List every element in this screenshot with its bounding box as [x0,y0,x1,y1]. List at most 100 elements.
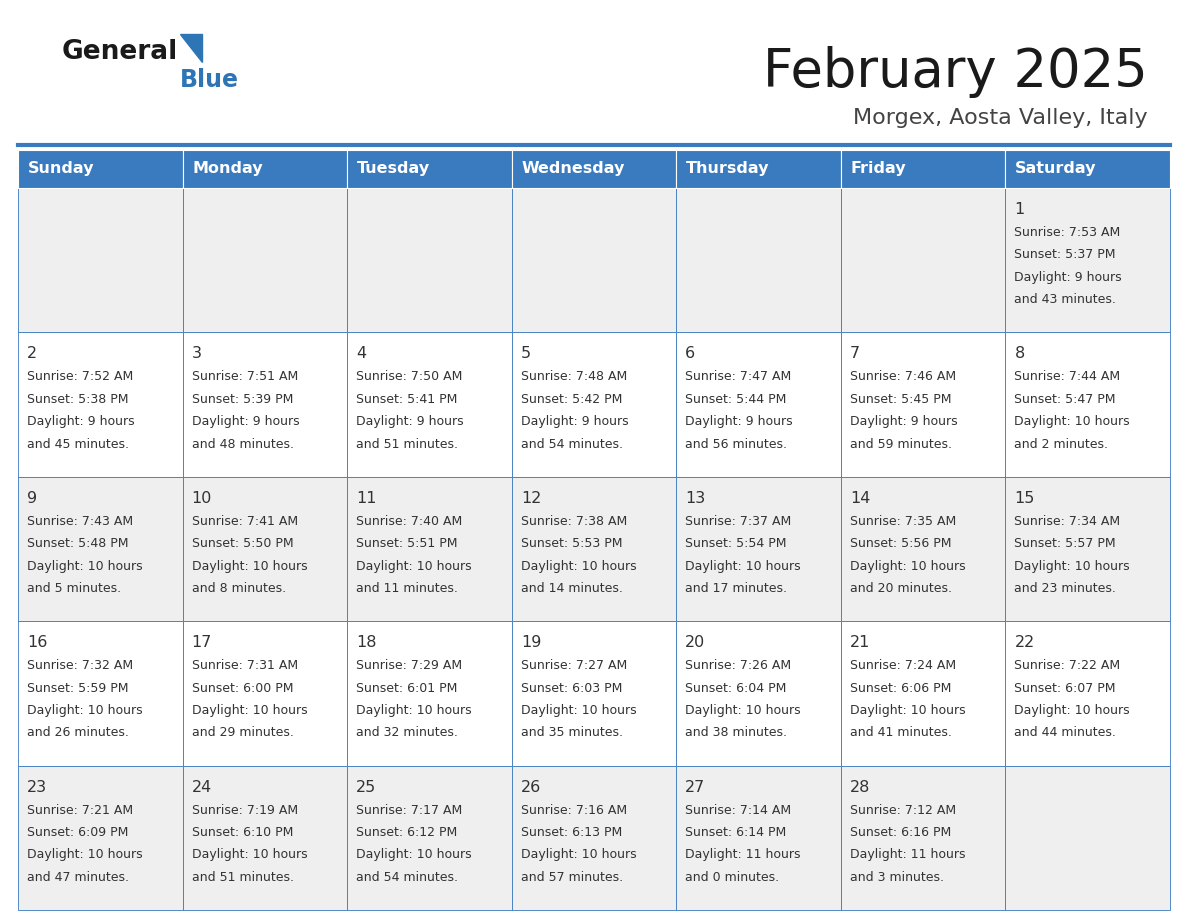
Bar [841,150,1005,188]
Text: Sunrise: 7:46 AM: Sunrise: 7:46 AM [849,370,956,384]
Bar [676,766,841,910]
Text: Sunset: 6:03 PM: Sunset: 6:03 PM [520,681,623,695]
Bar [347,766,512,910]
Text: Sunrise: 7:17 AM: Sunrise: 7:17 AM [356,803,462,817]
Text: 12: 12 [520,491,542,506]
Text: Daylight: 10 hours: Daylight: 10 hours [356,848,472,861]
Text: Daylight: 9 hours: Daylight: 9 hours [520,415,628,428]
Bar [1005,150,1170,188]
Text: Daylight: 10 hours: Daylight: 10 hours [27,704,143,717]
Text: Daylight: 9 hours: Daylight: 9 hours [685,415,792,428]
Text: and 32 minutes.: and 32 minutes. [356,726,459,739]
Text: Daylight: 11 hours: Daylight: 11 hours [685,848,801,861]
Text: and 14 minutes.: and 14 minutes. [520,582,623,595]
Polygon shape [181,34,202,62]
Text: Sunrise: 7:27 AM: Sunrise: 7:27 AM [520,659,627,672]
Text: 18: 18 [356,635,377,650]
Text: Sunset: 5:56 PM: Sunset: 5:56 PM [849,537,952,550]
Text: Sunset: 5:42 PM: Sunset: 5:42 PM [520,393,623,406]
Text: 28: 28 [849,779,871,795]
Text: 26: 26 [520,779,541,795]
Text: and 56 minutes.: and 56 minutes. [685,438,788,451]
Bar [1005,188,1170,332]
Text: Sunrise: 7:29 AM: Sunrise: 7:29 AM [356,659,462,672]
Text: Daylight: 10 hours: Daylight: 10 hours [356,704,472,717]
Text: Sunset: 6:09 PM: Sunset: 6:09 PM [27,826,128,839]
Text: Sunrise: 7:48 AM: Sunrise: 7:48 AM [520,370,627,384]
Bar [676,476,841,621]
Text: and 57 minutes.: and 57 minutes. [520,871,623,884]
Text: Daylight: 10 hours: Daylight: 10 hours [27,848,143,861]
Text: 15: 15 [1015,491,1035,506]
Text: February 2025: February 2025 [763,46,1148,98]
Text: and 44 minutes.: and 44 minutes. [1015,726,1117,739]
Text: Sunset: 6:13 PM: Sunset: 6:13 PM [520,826,623,839]
Text: Sunset: 5:37 PM: Sunset: 5:37 PM [1015,249,1116,262]
Text: and 59 minutes.: and 59 minutes. [849,438,952,451]
Bar [183,332,347,476]
Text: Sunrise: 7:38 AM: Sunrise: 7:38 AM [520,515,627,528]
Text: Sunset: 5:51 PM: Sunset: 5:51 PM [356,537,457,550]
Text: Sunset: 5:45 PM: Sunset: 5:45 PM [849,393,952,406]
Text: Sunset: 6:01 PM: Sunset: 6:01 PM [356,681,457,695]
Text: Sunset: 6:07 PM: Sunset: 6:07 PM [1015,681,1116,695]
Bar [512,766,676,910]
Text: Sunset: 6:16 PM: Sunset: 6:16 PM [849,826,952,839]
Text: Sunset: 5:59 PM: Sunset: 5:59 PM [27,681,128,695]
Text: Sunset: 5:44 PM: Sunset: 5:44 PM [685,393,786,406]
Bar [512,188,676,332]
Bar [841,621,1005,766]
Text: and 45 minutes.: and 45 minutes. [27,438,129,451]
Bar [841,476,1005,621]
Text: and 0 minutes.: and 0 minutes. [685,871,779,884]
Bar [18,621,183,766]
Text: 10: 10 [191,491,211,506]
Text: Morgex, Aosta Valley, Italy: Morgex, Aosta Valley, Italy [853,108,1148,128]
Bar [676,150,841,188]
Text: and 48 minutes.: and 48 minutes. [191,438,293,451]
Text: Daylight: 10 hours: Daylight: 10 hours [520,848,637,861]
Text: Daylight: 9 hours: Daylight: 9 hours [356,415,463,428]
Text: Sunrise: 7:19 AM: Sunrise: 7:19 AM [191,803,298,817]
Text: Sunrise: 7:37 AM: Sunrise: 7:37 AM [685,515,791,528]
Bar [676,332,841,476]
Text: and 41 minutes.: and 41 minutes. [849,726,952,739]
Bar [183,476,347,621]
Text: Daylight: 10 hours: Daylight: 10 hours [1015,415,1130,428]
Text: and 5 minutes.: and 5 minutes. [27,582,121,595]
Bar [18,332,183,476]
Text: Daylight: 9 hours: Daylight: 9 hours [1015,271,1123,284]
Text: Sunset: 6:00 PM: Sunset: 6:00 PM [191,681,293,695]
Text: and 17 minutes.: and 17 minutes. [685,582,788,595]
Bar [512,332,676,476]
Text: Sunset: 5:50 PM: Sunset: 5:50 PM [191,537,293,550]
Bar [1005,476,1170,621]
Text: and 23 minutes.: and 23 minutes. [1015,582,1117,595]
Bar [183,766,347,910]
Text: 8: 8 [1015,346,1025,362]
Bar [347,188,512,332]
Bar [1005,766,1170,910]
Bar [1005,332,1170,476]
Bar [841,766,1005,910]
Text: and 11 minutes.: and 11 minutes. [356,582,459,595]
Bar [347,332,512,476]
Text: Daylight: 10 hours: Daylight: 10 hours [849,704,966,717]
Text: Sunrise: 7:41 AM: Sunrise: 7:41 AM [191,515,298,528]
Bar [18,476,183,621]
Text: Sunset: 6:10 PM: Sunset: 6:10 PM [191,826,293,839]
Text: Daylight: 10 hours: Daylight: 10 hours [1015,704,1130,717]
Text: Friday: Friday [851,162,906,176]
Text: Sunrise: 7:26 AM: Sunrise: 7:26 AM [685,659,791,672]
Bar [347,476,512,621]
Text: Sunrise: 7:53 AM: Sunrise: 7:53 AM [1015,226,1120,239]
Text: Daylight: 10 hours: Daylight: 10 hours [191,704,308,717]
Text: 21: 21 [849,635,871,650]
Text: Sunset: 5:47 PM: Sunset: 5:47 PM [1015,393,1116,406]
Text: and 51 minutes.: and 51 minutes. [356,438,459,451]
Text: Sunrise: 7:34 AM: Sunrise: 7:34 AM [1015,515,1120,528]
Text: 19: 19 [520,635,542,650]
Text: Sunset: 5:57 PM: Sunset: 5:57 PM [1015,537,1116,550]
Text: Sunrise: 7:31 AM: Sunrise: 7:31 AM [191,659,298,672]
Text: Daylight: 10 hours: Daylight: 10 hours [685,704,801,717]
